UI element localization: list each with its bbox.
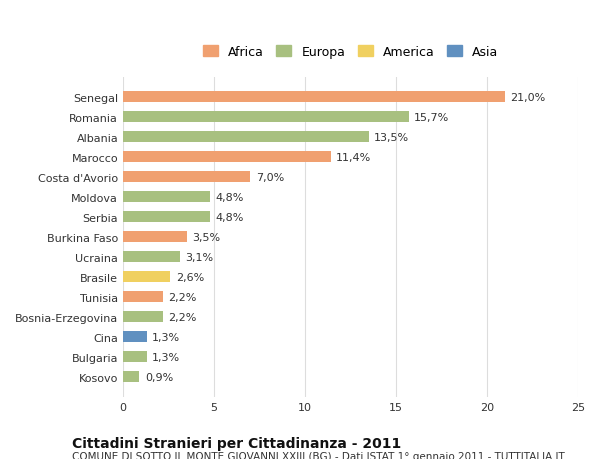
Text: 2,6%: 2,6% [176, 272, 204, 282]
Bar [123, 252, 179, 263]
Text: Cittadini Stranieri per Cittadinanza - 2011: Cittadini Stranieri per Cittadinanza - 2… [72, 436, 401, 450]
Text: 11,4%: 11,4% [336, 152, 371, 162]
Bar [123, 352, 147, 363]
Bar [123, 332, 147, 342]
Bar [123, 312, 163, 323]
Text: 2,2%: 2,2% [169, 292, 197, 302]
Bar [123, 192, 211, 203]
Text: 2,2%: 2,2% [169, 312, 197, 322]
Text: 3,1%: 3,1% [185, 252, 213, 262]
Text: 3,5%: 3,5% [192, 232, 220, 242]
Bar [123, 92, 505, 103]
Bar [123, 372, 139, 382]
Legend: Africa, Europa, America, Asia: Africa, Europa, America, Asia [199, 42, 502, 63]
Text: 1,3%: 1,3% [152, 352, 181, 362]
Text: 4,8%: 4,8% [216, 213, 244, 222]
Text: 21,0%: 21,0% [511, 93, 546, 103]
Bar [123, 272, 170, 283]
Text: COMUNE DI SOTTO IL MONTE GIOVANNI XXIII (BG) - Dati ISTAT 1° gennaio 2011 - TUTT: COMUNE DI SOTTO IL MONTE GIOVANNI XXIII … [72, 451, 565, 459]
Bar [123, 112, 409, 123]
Bar [123, 292, 163, 303]
Text: 0,9%: 0,9% [145, 372, 173, 382]
Text: 13,5%: 13,5% [374, 133, 409, 143]
Text: 1,3%: 1,3% [152, 332, 181, 342]
Bar [123, 152, 331, 163]
Text: 7,0%: 7,0% [256, 173, 284, 183]
Bar [123, 132, 369, 143]
Text: 4,8%: 4,8% [216, 192, 244, 202]
Bar [123, 172, 250, 183]
Text: 15,7%: 15,7% [414, 112, 449, 123]
Bar [123, 232, 187, 243]
Bar [123, 212, 211, 223]
